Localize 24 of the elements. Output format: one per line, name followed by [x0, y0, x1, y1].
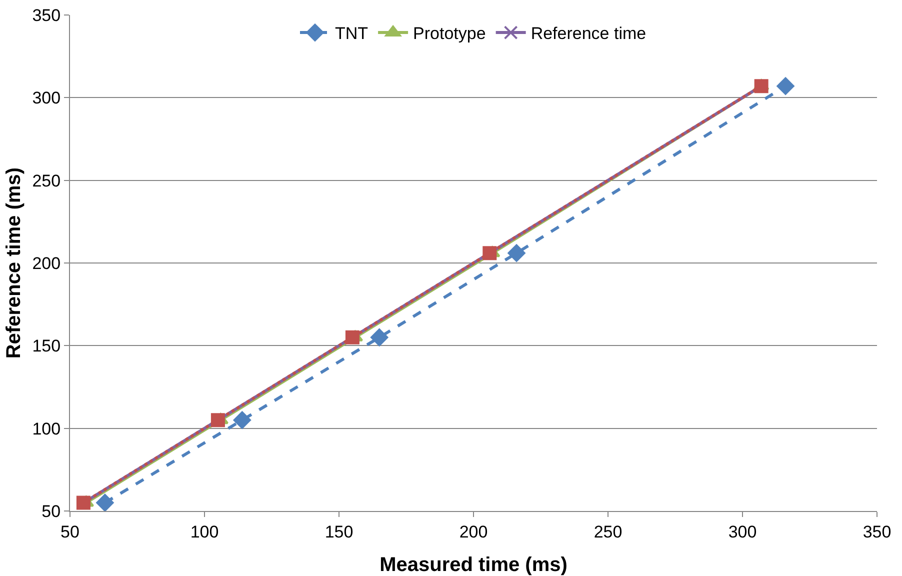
y-tick-label: 300 — [32, 88, 61, 108]
y-axis-title: Reference time (ms) — [3, 167, 25, 359]
point — [96, 494, 114, 511]
x-tick-label: 300 — [728, 522, 757, 542]
point — [370, 328, 388, 346]
x-tick-label: 150 — [324, 522, 354, 542]
legend-label: Prototype — [413, 24, 486, 44]
legend-label: Reference time — [530, 24, 646, 44]
y-tick-label: 200 — [32, 254, 61, 273]
x-tick-label: 50 — [60, 522, 80, 542]
x-tick-label: 350 — [862, 522, 892, 542]
y-tick-label: 250 — [32, 171, 61, 190]
point — [776, 77, 794, 95]
x-tick-label: 250 — [594, 522, 622, 542]
point — [508, 244, 526, 262]
point — [233, 411, 251, 429]
x-tick-label: 100 — [190, 522, 219, 542]
x-tick-label: 200 — [459, 522, 488, 542]
y-tick-label: 350 — [32, 6, 61, 25]
y-tick-label: 50 — [42, 502, 61, 521]
x-axis-title: Measured time (ms) — [380, 554, 568, 576]
y-tick-label: 150 — [32, 336, 61, 356]
y-tick-label: 100 — [32, 419, 61, 438]
legend-label: TNT — [335, 24, 368, 44]
